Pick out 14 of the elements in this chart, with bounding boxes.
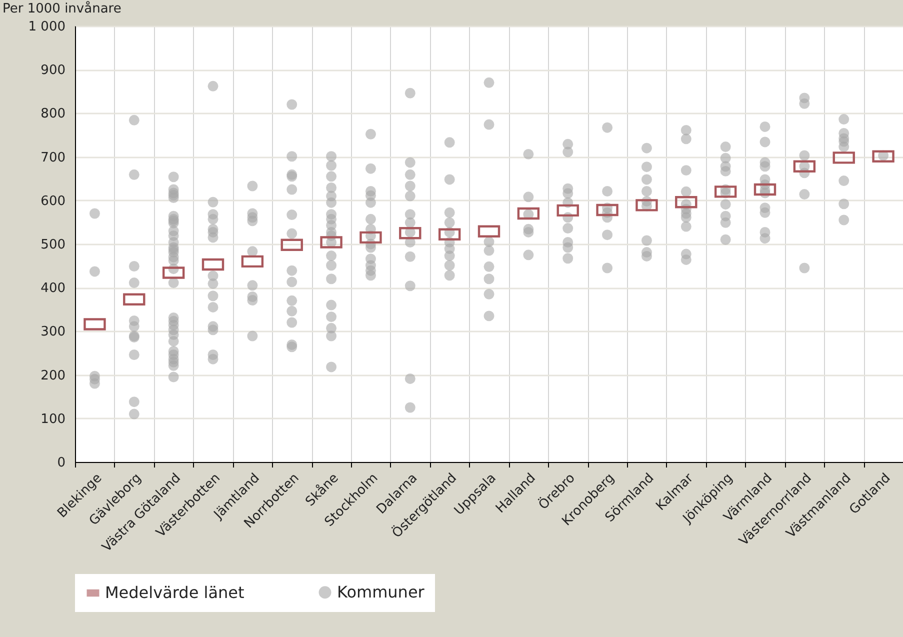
y-tick-label: 300 (40, 324, 66, 340)
y-tick-label: 900 (40, 63, 66, 78)
y-tick-label: 0 (57, 456, 66, 470)
y-tick-label: 1 000 (28, 20, 66, 34)
y-tick-label: 700 (40, 150, 66, 166)
y-axis-title: Per 1000 invånare (2, 0, 122, 16)
y-tick-label: 100 (40, 412, 66, 427)
legend-label: Medelvärde länet (105, 583, 244, 602)
y-tick-label: 800 (40, 106, 66, 122)
y-tick-label: 400 (40, 281, 66, 296)
y-tick-label: 200 (40, 368, 66, 384)
y-tick-label: 500 (40, 238, 66, 252)
legend-label: Kommuner (337, 582, 425, 602)
y-tick-label: 600 (40, 194, 66, 209)
